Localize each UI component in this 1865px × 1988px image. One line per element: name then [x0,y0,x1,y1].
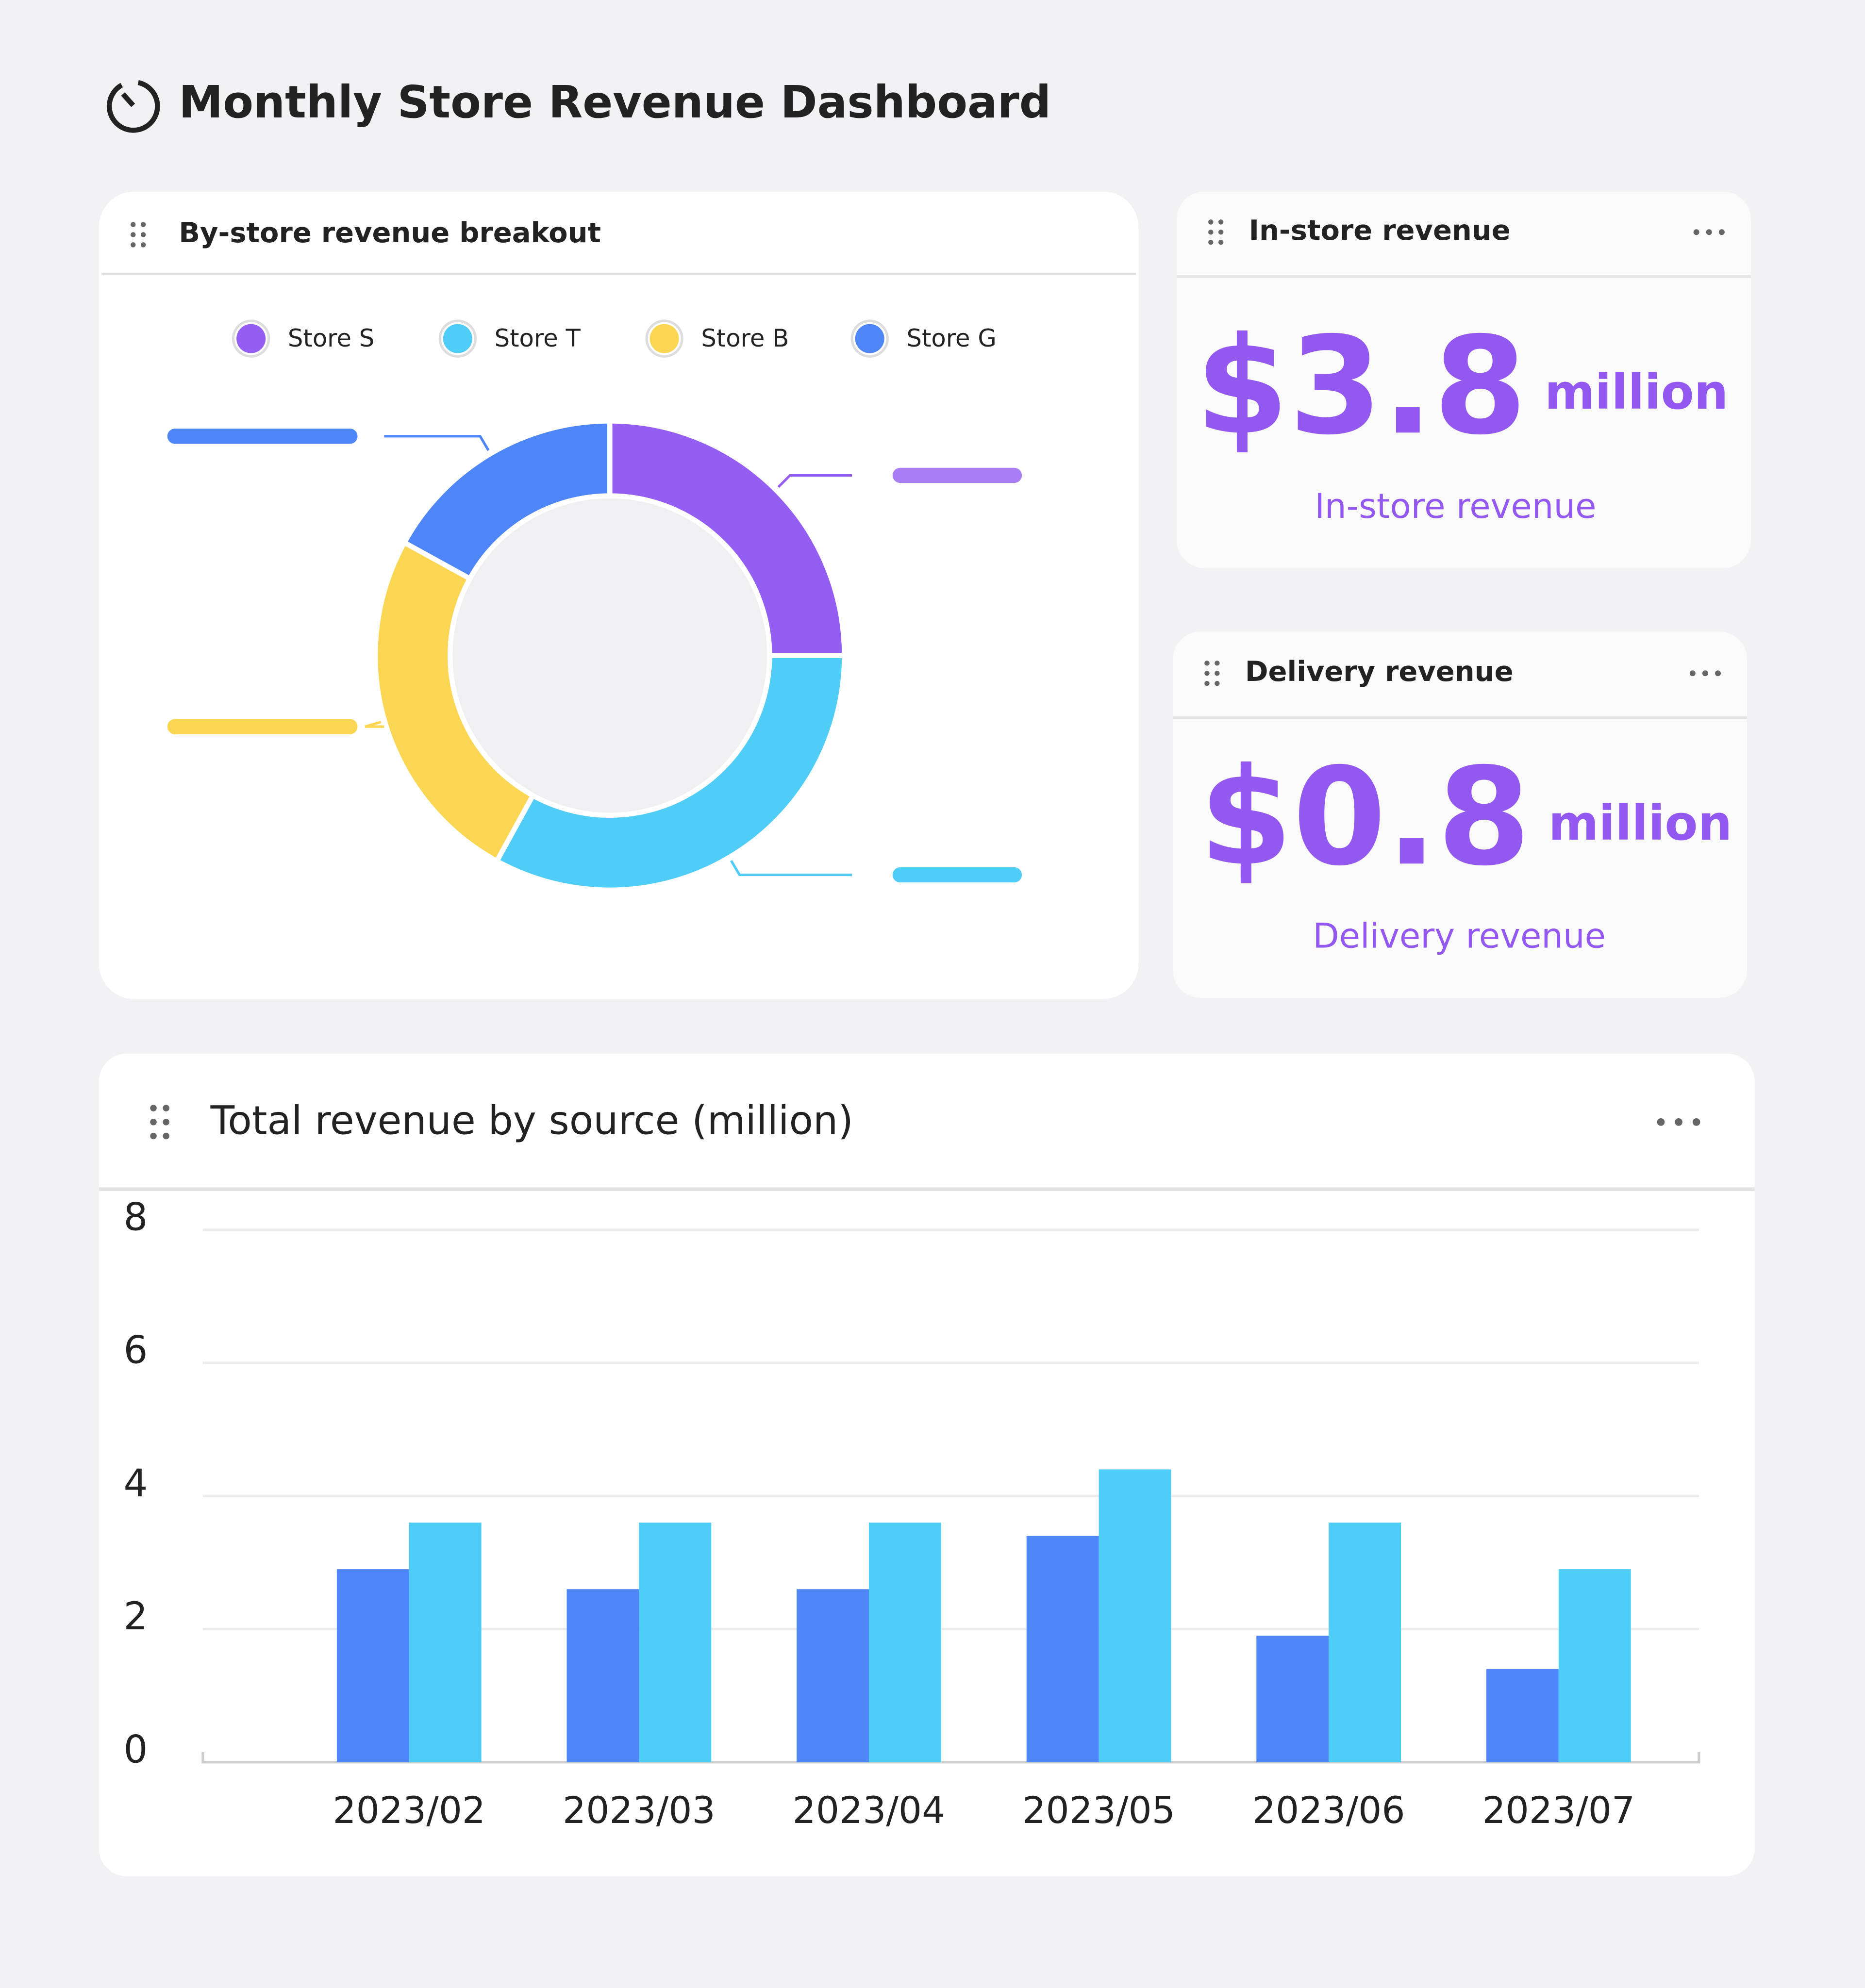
y-tick-label: 8 [124,1195,148,1239]
bar [1558,1569,1631,1762]
bar [1099,1469,1171,1762]
y-tick-label: 0 [124,1727,148,1772]
bar [868,1523,941,1762]
drag-handle[interactable] [150,1105,169,1140]
x-tick-label: 2023/05 [1022,1789,1175,1832]
legend-label: Store G [906,324,996,352]
donut-segment [493,653,847,893]
card-title: Total revenue by source (million) [210,1098,853,1143]
more-menu[interactable] [1689,670,1721,677]
donut-hole [450,496,770,815]
legend-swatch-fill [236,324,266,353]
legend-label: Store T [495,324,581,352]
kpi-value: $0.8 million [1199,739,1732,895]
x-tick-label: 2023/04 [793,1789,946,1832]
donut-segment [607,418,847,658]
page-title: Monthly Store Revenue Dashboard [179,76,1051,128]
header-icon [106,80,160,133]
y-tick-label: 6 [124,1328,148,1373]
bar-chart: 0 2 4 6 8 2023/02 2023/03 2023/04 2023/05 2023/06… [124,1195,1700,1832]
bar [1486,1669,1559,1762]
kpi-title: In-store revenue [1249,214,1511,247]
drag-handle[interactable] [1208,219,1224,245]
bar [566,1589,639,1762]
bar [639,1523,712,1762]
kpi-card-bg [1172,631,1748,998]
card-title: By-store revenue breakout [179,216,601,249]
bar [409,1523,482,1762]
kpi-title: Delivery revenue [1245,655,1514,688]
x-tick-label: 2023/06 [1252,1789,1405,1832]
bar [1026,1536,1099,1762]
y-tick-label: 4 [124,1461,148,1506]
kpi-unit: million [1545,365,1728,421]
x-tick-label: 2023/02 [333,1789,485,1832]
bar [336,1569,409,1762]
kpi-card: Delivery revenue $0.8 million Delivery re… [1172,631,1748,998]
leader-line [384,435,490,451]
kpi-caption: Delivery revenue [1313,916,1606,956]
legend-swatch-fill [855,324,884,353]
donut-segment [372,539,536,865]
x-tick-label: 2023/07 [1482,1789,1635,1832]
more-menu[interactable] [1693,229,1725,235]
kpi-value: $3.8 million [1195,308,1728,464]
drag-handle[interactable] [131,222,146,248]
kpi-card-bg [1176,191,1751,568]
more-menu[interactable] [1657,1118,1700,1126]
kpi-number: $0.8 [1199,739,1531,895]
leader-line [365,721,384,728]
legend-label: Store S [288,324,374,352]
bar [1256,1636,1329,1762]
leader-line [730,860,852,877]
legend-label: Store B [701,324,789,352]
leader-line [777,474,852,488]
bar [1329,1523,1401,1762]
bar [797,1589,869,1762]
donut-chart: Store S Store T Store B Store G [167,319,1022,893]
kpi-number: $3.8 [1195,308,1527,464]
x-axis [201,1752,1700,1764]
donut-segment [400,418,613,582]
drag-handle[interactable] [1204,661,1220,686]
kpi-unit: million [1549,796,1732,852]
legend-swatch-fill [443,324,472,353]
kpi-card: In-store revenue $3.8 million In-store re… [1176,191,1751,568]
x-tick-label: 2023/03 [563,1789,716,1832]
kpi-caption: In-store revenue [1315,486,1596,526]
legend-swatch-fill [649,324,679,353]
y-tick-label: 2 [124,1594,148,1639]
